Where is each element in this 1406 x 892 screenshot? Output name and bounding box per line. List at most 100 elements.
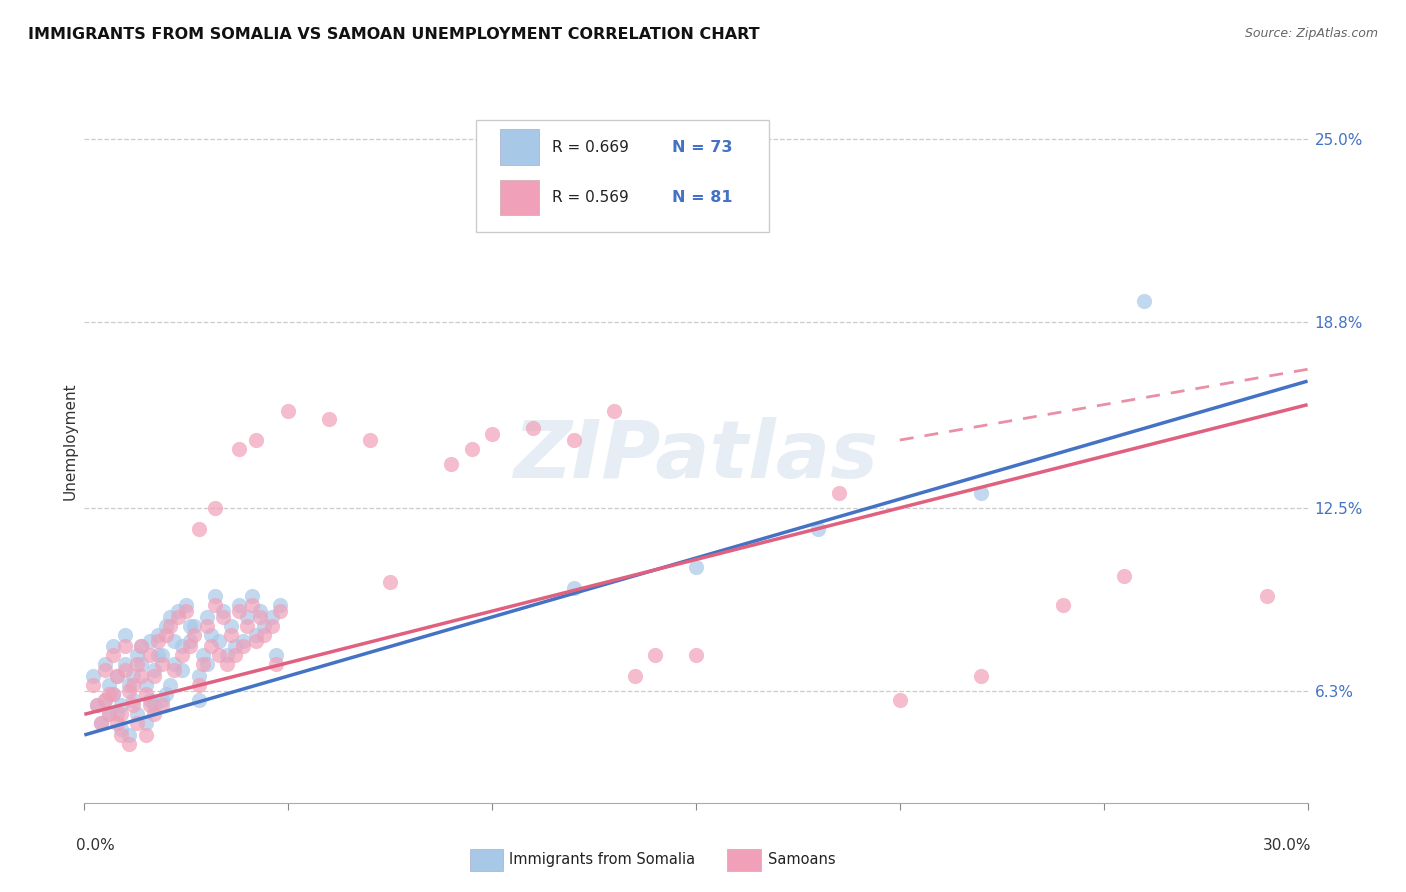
Point [200,628,222,642]
Point [114,640,136,654]
Point [747,168,769,182]
Point [163,633,186,648]
Point [380,574,402,589]
Point [195,610,218,624]
Text: 30.0%: 30.0% [1263,838,1312,853]
Point [159,678,181,692]
Point [204,590,226,604]
Point [253,628,276,642]
Point [236,619,259,633]
Point [191,657,214,672]
Point [195,657,218,672]
Point [236,610,259,624]
Point [163,663,186,677]
Point [138,698,160,713]
Point [195,619,218,633]
Point [155,628,177,642]
Point [82,678,104,692]
Point [105,707,128,722]
Y-axis label: Unemployment: Unemployment [62,383,77,500]
Point [93,663,115,677]
Point [97,707,120,722]
Point [685,560,707,574]
Point [82,669,104,683]
Point [114,657,136,672]
Point [1133,294,1156,309]
Point [200,640,222,654]
Point [122,669,145,683]
Point [174,604,197,618]
Point [101,648,124,663]
Text: 0.0%: 0.0% [76,838,115,853]
Point [93,657,115,672]
Point [183,619,205,633]
Point [118,728,141,742]
Point [163,657,186,672]
Point [105,716,128,731]
Point [179,640,201,654]
Point [440,457,463,471]
Point [142,663,165,677]
Point [183,628,205,642]
Point [97,687,120,701]
Text: N = 81: N = 81 [672,190,733,205]
Point [150,692,173,706]
Point [269,598,291,612]
Point [217,648,239,663]
Point [146,648,169,663]
Point [624,669,647,683]
Point [172,640,194,654]
Point [807,522,830,536]
Point [159,619,181,633]
Point [97,678,120,692]
Point [253,619,276,633]
Point [127,648,149,663]
Point [204,598,226,612]
Point [179,633,201,648]
Point [101,687,124,701]
Point [603,403,626,417]
Point [118,737,141,751]
Point [114,663,136,677]
Point [172,648,194,663]
Point [204,500,226,515]
Text: ZIPatlas: ZIPatlas [513,417,879,495]
Point [110,698,132,713]
Point [142,669,165,683]
Point [240,590,263,604]
Point [240,598,263,612]
Point [706,186,728,200]
Point [562,433,585,447]
Point [155,619,177,633]
Text: Immigrants from Somalia: Immigrants from Somalia [509,853,695,867]
Point [191,648,214,663]
FancyBboxPatch shape [501,129,540,165]
Point [260,610,283,624]
Text: IMMIGRANTS FROM SOMALIA VS SAMOAN UNEMPLOYMENT CORRELATION CHART: IMMIGRANTS FROM SOMALIA VS SAMOAN UNEMPL… [28,27,759,42]
Point [828,486,851,500]
Point [131,669,153,683]
Point [249,604,271,618]
Point [219,628,242,642]
Point [260,619,283,633]
Point [135,678,157,692]
Point [150,698,173,713]
Text: Samoans: Samoans [768,853,835,867]
Point [249,610,271,624]
Point [135,687,157,701]
Point [644,648,666,663]
Point [970,669,993,683]
Point [269,604,291,618]
Point [138,648,160,663]
Point [118,678,141,692]
Point [1114,568,1136,582]
Point [208,648,231,663]
Point [187,522,209,536]
Point [187,669,209,683]
Point [232,640,254,654]
Point [127,707,149,722]
Point [122,678,145,692]
Point [245,628,267,642]
Point [318,412,340,426]
Point [159,610,181,624]
